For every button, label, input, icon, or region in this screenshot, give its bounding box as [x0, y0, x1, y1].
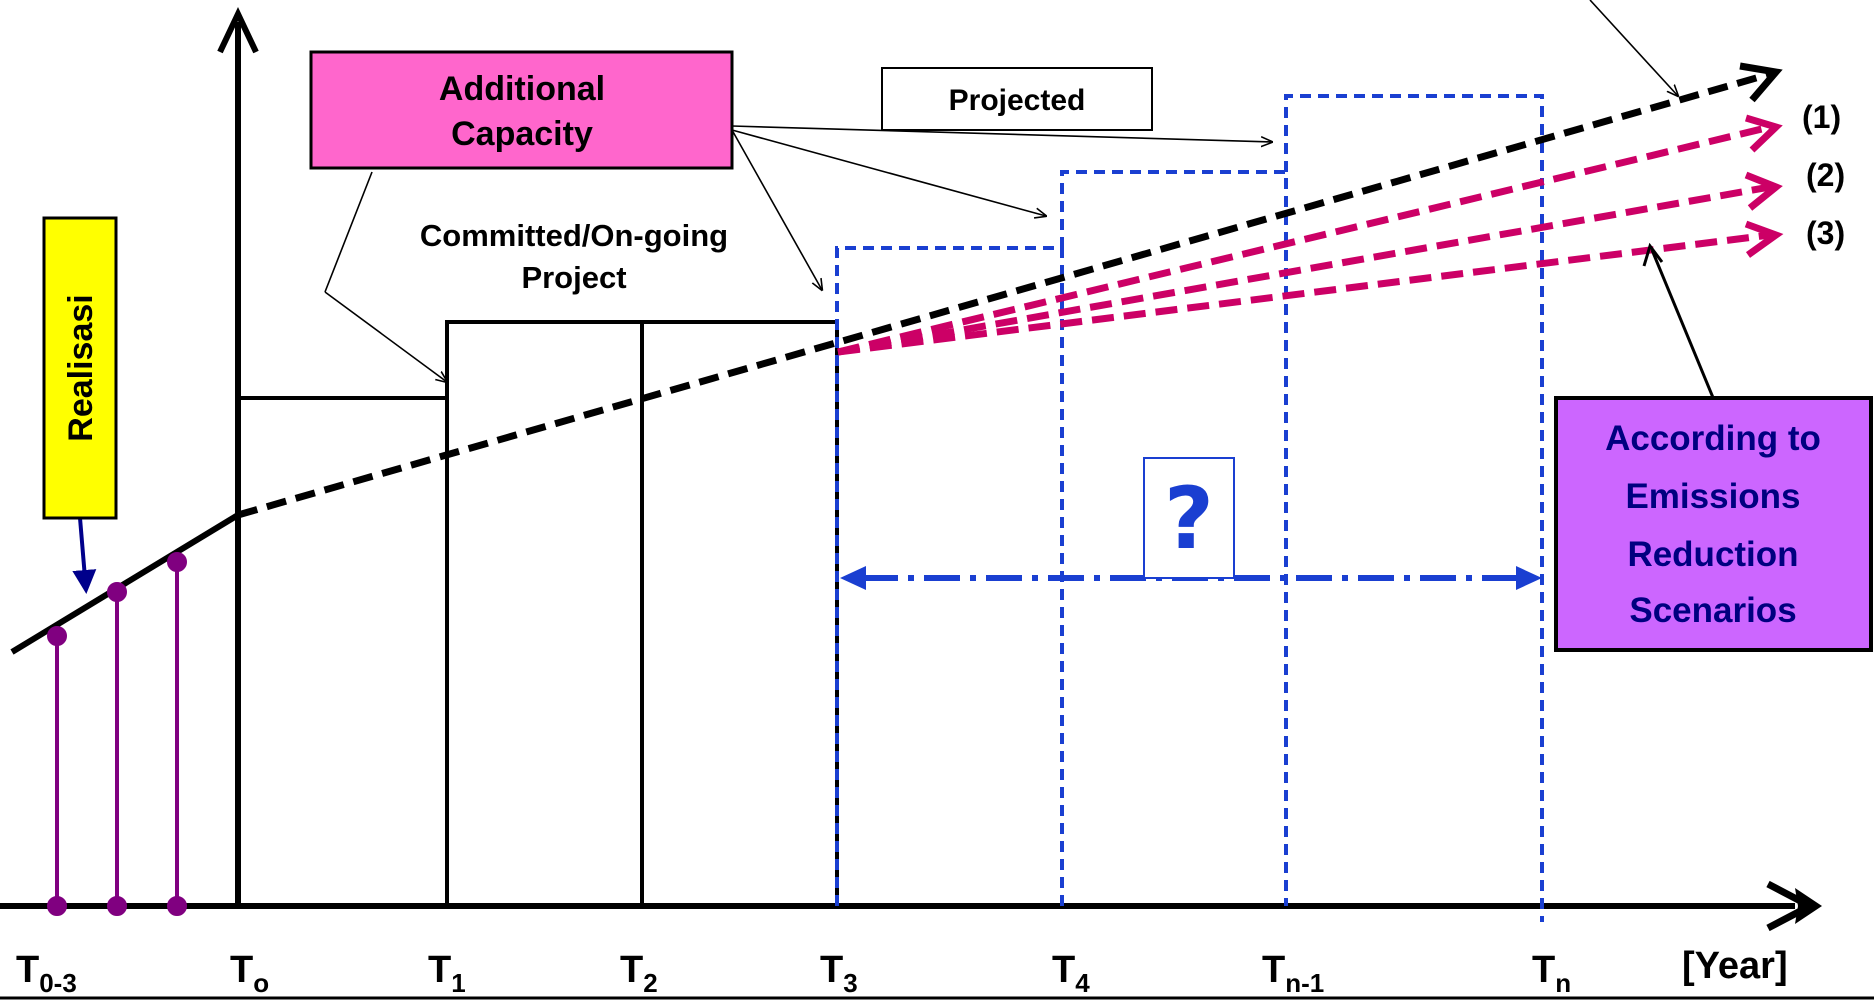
projected-demand-arrowhead — [1739, 62, 1783, 103]
scenario-arrow-2 — [837, 183, 1771, 356]
planning-horizon-arrowhead-right — [1516, 566, 1542, 590]
realisasi-box — [42, 216, 118, 520]
stem-1-top — [47, 626, 67, 646]
projected-step-t4 — [1060, 170, 1288, 906]
committed-label-1: Committed/On-going — [420, 218, 728, 253]
arrow-scenario-to-trend — [1650, 249, 1716, 401]
realisasi-arrow — [72, 517, 97, 594]
scenario-label-2: Emissions — [1625, 477, 1800, 516]
scenario-arrow-1-head — [1744, 114, 1783, 153]
x-axis-arrow-chevron — [1766, 880, 1818, 932]
additional-capacity-label-2: Capacity — [451, 115, 593, 153]
projected-step-tn1 — [1284, 94, 1544, 922]
committed-capacity-step — [238, 396, 449, 906]
planning-horizon-arrowhead-left — [840, 566, 866, 590]
scenario-label-3: Reduction — [1627, 535, 1798, 574]
stem-3-top — [167, 552, 187, 572]
scenario-arrow-3-head — [1744, 220, 1784, 258]
projected-demand-trend — [237, 70, 1771, 519]
scenario-arrow-2-head — [1744, 171, 1783, 211]
axis-unit-label: [Year] — [1682, 945, 1788, 987]
scenario-label-1: According to — [1605, 419, 1821, 458]
tick-tn-1: Tn-1 — [1262, 949, 1324, 998]
unknown-mark: ? — [1164, 469, 1214, 569]
stem-2-base — [107, 896, 127, 916]
scenario-box — [1554, 396, 1873, 652]
realisasi-label: Realisasi — [62, 294, 100, 441]
trend-label-3: (3) — [1806, 215, 1845, 251]
arrow-to-demand-trend — [1589, 0, 1678, 96]
arrow-additional-to-t1b — [324, 291, 447, 382]
tick-t0-3: T0-3 — [16, 949, 77, 998]
historic-stems — [47, 552, 187, 916]
stem-3-base — [167, 896, 187, 916]
tick-t2: T2 — [620, 949, 658, 998]
arrow-additional-to-t3 — [731, 129, 822, 290]
scenario-arrows — [837, 114, 1784, 356]
tick-t1: T1 — [428, 949, 466, 998]
unknown-box — [1143, 457, 1235, 579]
stem-1-base — [47, 896, 67, 916]
scenario-arrow-3 — [837, 231, 1771, 356]
additional-capacity-label-1: Additional — [439, 70, 605, 108]
annotation-arrows — [324, 0, 1678, 382]
tick-tn: Tn — [1532, 949, 1571, 998]
projected-label: Projected — [949, 84, 1086, 117]
projected-box — [881, 67, 1153, 131]
trend-label-1: (1) — [1802, 99, 1841, 135]
y-axis-arrow-chevron — [217, 6, 259, 54]
realised-trend-line — [10, 512, 240, 655]
arrow-additional-to-t1 — [324, 171, 373, 293]
arrow-scenario-to-trend-head — [1642, 242, 1664, 267]
scenario-label-4: Scenarios — [1629, 591, 1796, 630]
stem-2-top — [107, 582, 127, 602]
arrow-additional-to-t4 — [731, 129, 1046, 216]
arrow-additional-to-tn1 — [731, 125, 1272, 142]
scenario-arrow-1 — [837, 123, 1771, 356]
committed-label-2: Project — [521, 260, 626, 295]
tick-t4: T4 — [1052, 949, 1090, 998]
x-tick-labels: T0-3 To T1 T2 T3 T4 Tn-1 Tn — [16, 949, 1571, 998]
trend-label-2: (2) — [1806, 157, 1845, 193]
tick-to: To — [230, 949, 269, 998]
additional-capacity-box — [309, 50, 734, 170]
tick-t3: T3 — [820, 949, 858, 998]
